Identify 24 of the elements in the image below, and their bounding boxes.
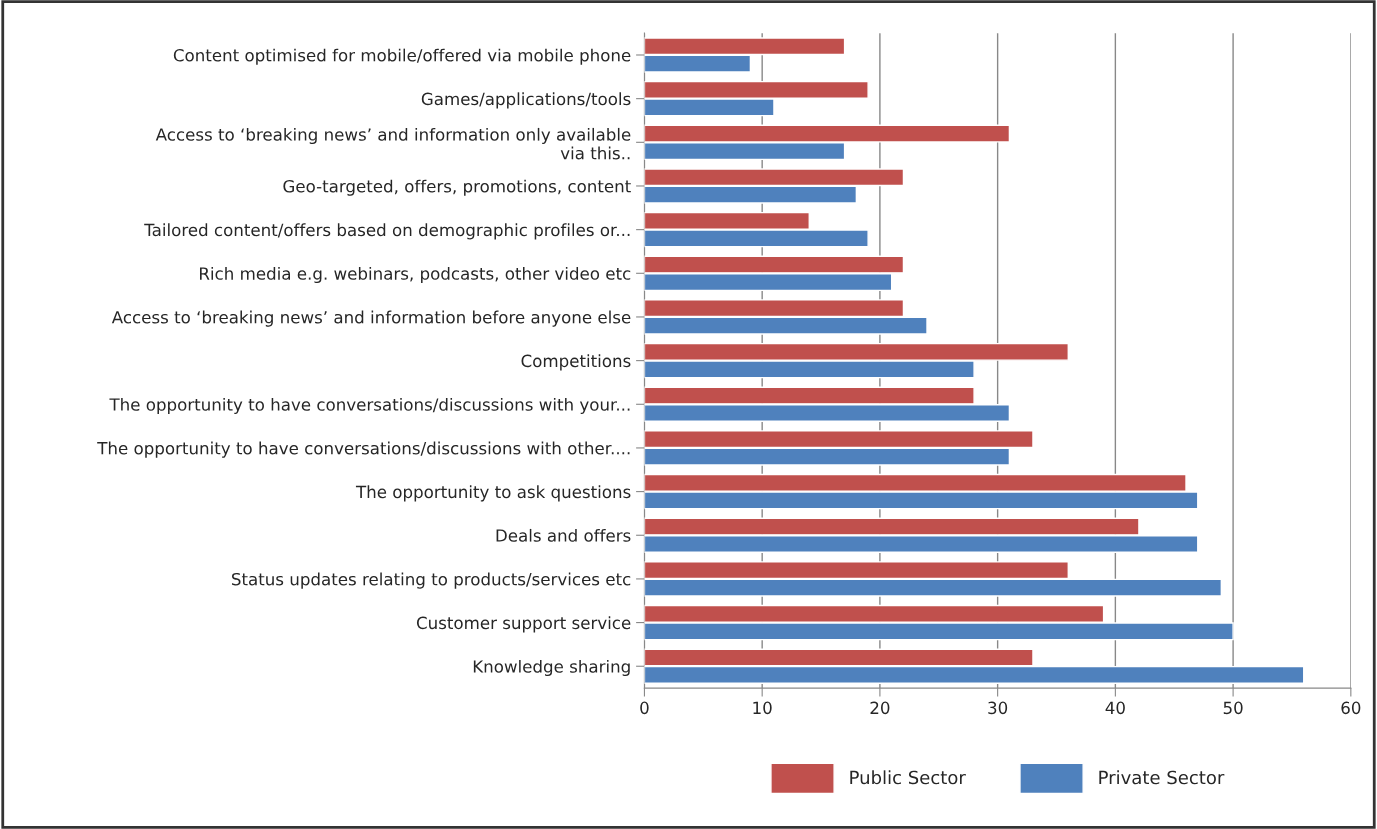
y-tick-label: Access to ‘breaking news’ and information before anyone else <box>111 310 631 327</box>
y-tick-label: Geo-targeted, offers, promotions, content <box>283 179 631 196</box>
y-tick-label: Customer support service <box>416 616 631 633</box>
y-tick-label: Competitions <box>521 354 631 371</box>
x-tick-label: 0 <box>640 701 649 715</box>
x-tick-label: 40 <box>1105 701 1125 715</box>
x-tick-label: 20 <box>870 701 890 715</box>
y-tick-label: Tailored content/offers based on demographic profiles or... <box>144 223 630 240</box>
y-tick-label: Deals and offers <box>496 528 631 542</box>
x-tick-label: 60 <box>1341 701 1361 715</box>
x-tick-label: 30 <box>988 701 1008 715</box>
y-tick-label: Knowledge sharing <box>473 659 630 677</box>
x-tick-label: 10 <box>753 701 772 715</box>
y-tick-label: Status updates relating to products/services etc <box>231 572 631 589</box>
legend-label: Private Sector <box>1099 770 1225 785</box>
x-tick-label: 50 <box>1223 701 1243 715</box>
legend-label: Public Sector <box>850 770 966 785</box>
y-tick-label: Access to ‘breaking news’ and information only available via this.. <box>155 127 631 160</box>
y-tick-label: Content optimised for mobile/offered via mobile phone <box>173 48 631 65</box>
y-tick-label: The opportunity to ask questions <box>355 485 631 502</box>
y-tick-label: Games/applications/tools <box>421 92 631 109</box>
y-tick-label: The opportunity to have conversations/discussions with other.... <box>97 441 630 458</box>
y-tick-label: The opportunity to have conversations/discussions with your... <box>109 397 630 415</box>
y-tick-label: Rich media e.g. webinars, podcasts, other video etc <box>200 266 631 284</box>
